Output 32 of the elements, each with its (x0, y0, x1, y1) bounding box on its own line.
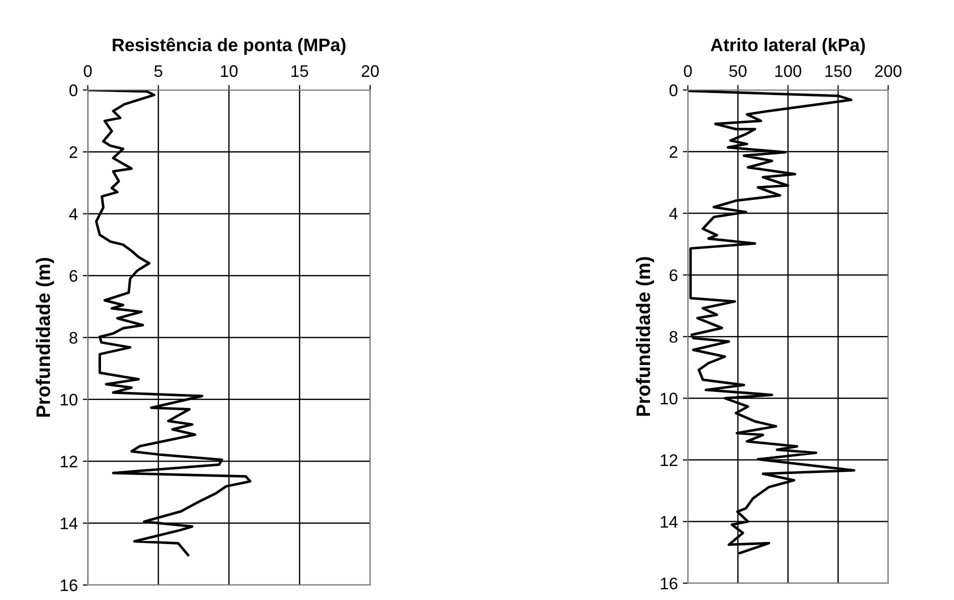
y-axis-title: Profundidade (m) (636, 257, 654, 416)
y-tick-label: 8 (670, 331, 678, 343)
y-tick-label: 4 (669, 208, 678, 220)
y-tick-label: 8 (70, 332, 78, 344)
y-tick-label: 2 (70, 146, 78, 158)
y-tick-label: 6 (670, 269, 678, 282)
x-tick-label: 200 (875, 65, 902, 77)
x-tick-label: 10 (220, 65, 238, 77)
y-axis-title: Profundidade (m) (36, 258, 54, 417)
x-tick-label: 150 (825, 65, 852, 77)
y-tick-label: 12 (60, 456, 78, 468)
y-tick-label: 4 (69, 208, 78, 220)
x-tick-label: 15 (292, 65, 308, 77)
y-tick-label: 16 (60, 579, 78, 592)
y-tick-label: 2 (670, 146, 678, 158)
y-tick-label: 16 (660, 578, 678, 590)
x-tick-label: 100 (775, 65, 802, 77)
chart-title: Atrito lateral (kPa) (710, 38, 865, 55)
x-tick-label: 0 (684, 65, 692, 77)
y-tick-label: 0 (669, 84, 678, 96)
x-tick-label: 50 (729, 65, 747, 77)
y-tick-label: 6 (70, 270, 78, 282)
y-tick-label: 10 (660, 392, 678, 404)
y-tick-label: 10 (60, 394, 78, 406)
y-tick-label: 0 (69, 84, 78, 96)
y-tick-label: 14 (660, 516, 678, 528)
chart-title: Resistência de ponta (MPa) (112, 38, 346, 55)
x-tick-label: 0 (84, 65, 92, 77)
x-tick-label: 5 (154, 65, 162, 77)
x-tick-label: 20 (362, 65, 379, 77)
y-tick-label: 14 (60, 518, 78, 530)
y-tick-label: 12 (660, 454, 678, 466)
